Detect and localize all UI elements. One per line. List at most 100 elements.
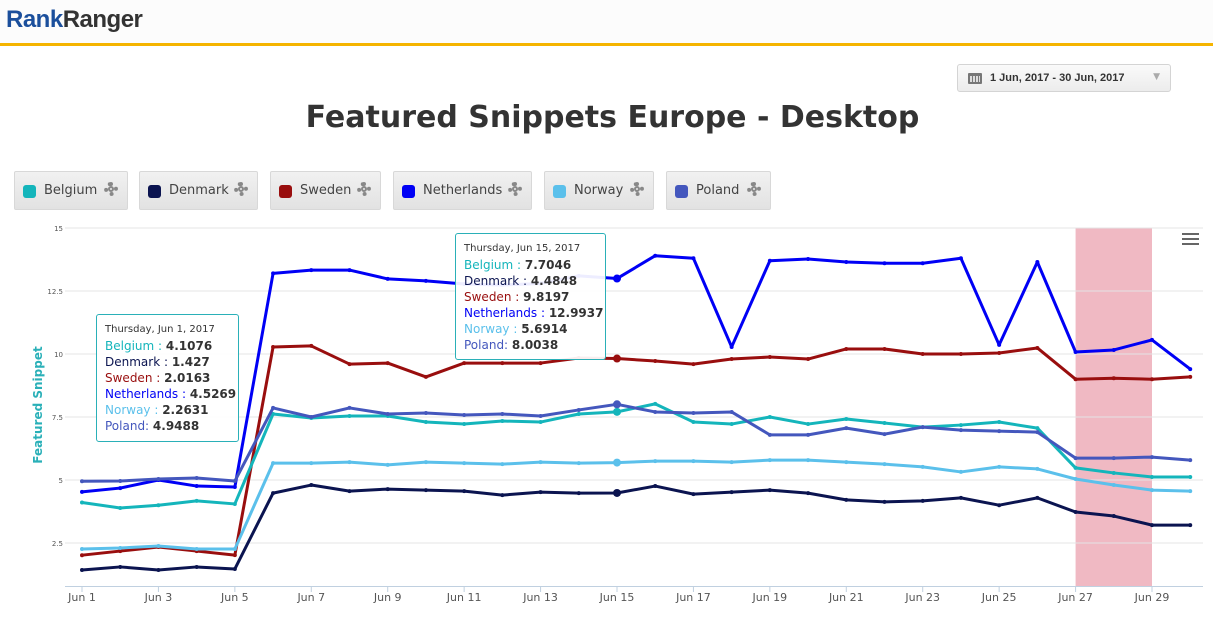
x-tick-label: Jun 21	[828, 591, 864, 604]
data-point-denmark	[806, 491, 811, 496]
tooltip-date: Thursday, Jun 1, 2017	[105, 324, 215, 335]
y-tick-label: 7.5	[52, 414, 63, 422]
data-point-norway	[538, 460, 543, 465]
data-point-denmark	[691, 492, 696, 497]
data-point-netherlands	[1111, 347, 1116, 352]
gear-icon[interactable]	[508, 182, 522, 196]
data-point-norway	[576, 461, 581, 466]
data-point-belgium	[806, 422, 811, 427]
legend-item-denmark[interactable]: Denmark	[139, 171, 258, 210]
data-point-poland	[920, 425, 925, 430]
data-point-denmark	[423, 488, 428, 493]
data-point-belgium	[1035, 426, 1040, 431]
data-point-sweden	[806, 357, 811, 362]
x-tick-label: Jun 19	[752, 591, 788, 604]
tooltip-row: Denmark : 4.4848	[464, 273, 597, 289]
data-point-belgium	[653, 401, 658, 406]
data-point-sweden	[1073, 377, 1078, 382]
x-tick-label: Jun 1	[67, 591, 96, 604]
data-point-sweden	[118, 549, 123, 554]
data-point-poland	[1073, 456, 1078, 461]
data-point-norway	[882, 462, 887, 467]
data-point-belgium	[767, 415, 772, 419]
x-tick-label: Jun 17	[675, 591, 711, 604]
data-point-poland	[882, 432, 887, 437]
data-point-belgium	[576, 411, 581, 416]
data-point-poland	[347, 405, 352, 410]
x-tick-label: Jun 9	[373, 591, 402, 604]
data-point-netherlands	[347, 268, 352, 273]
data-point-norway	[194, 547, 199, 552]
data-point-belgium	[1188, 474, 1193, 479]
legend-swatch	[279, 185, 292, 198]
gear-icon[interactable]	[234, 182, 248, 196]
data-point-netherlands	[882, 261, 887, 266]
gear-icon[interactable]	[104, 182, 118, 196]
data-point-norway	[844, 460, 849, 465]
x-tick-label: Jun 13	[522, 591, 558, 604]
data-point-denmark	[729, 490, 734, 495]
data-point-netherlands	[729, 344, 734, 349]
data-point-norway	[80, 546, 84, 551]
calendar-icon	[968, 73, 982, 84]
gear-icon[interactable]	[357, 182, 371, 196]
data-point-netherlands	[423, 278, 428, 283]
tooltip-value: 4.9488	[152, 419, 200, 433]
tooltip-row: Sweden : 9.8197	[464, 289, 597, 305]
data-point-belgium	[462, 422, 467, 427]
tooltip-date: Thursday, Jun 15, 2017	[464, 243, 581, 254]
x-tick-label: Jun 27	[1057, 591, 1093, 604]
legend-item-belgium[interactable]: Belgium	[14, 171, 128, 210]
series-line-norway	[81, 458, 1191, 551]
data-point-denmark	[576, 491, 581, 496]
data-point-belgium	[882, 421, 887, 426]
legend-item-sweden[interactable]: Sweden	[270, 171, 381, 210]
data-point-norway	[156, 544, 161, 549]
data-point-poland	[729, 409, 734, 414]
chart-menu-icon[interactable]	[1182, 233, 1199, 245]
data-point-denmark	[1073, 510, 1078, 515]
data-point-sweden	[958, 352, 963, 356]
legend-swatch	[23, 185, 36, 198]
date-range-picker[interactable]: 1 Jun, 2017 - 30 Jun, 2017 ▼	[957, 64, 1171, 92]
tooltip-row: Netherlands : 4.5269	[105, 386, 236, 402]
legend-item-norway[interactable]: Norway	[544, 171, 654, 210]
tooltip-value: 4.5269	[189, 387, 237, 401]
tooltip-value: 7.7046	[524, 258, 572, 272]
legend-label: Netherlands	[423, 183, 503, 198]
data-point-poland	[844, 426, 849, 431]
tooltip-value: 4.4848	[530, 274, 578, 288]
y-axis-label: Featured Snippet	[31, 346, 45, 464]
tooltip-value: 2.0163	[164, 371, 211, 385]
data-point-denmark	[1111, 514, 1116, 519]
gear-icon[interactable]	[747, 182, 761, 196]
tooltip-series-label: Norway :	[105, 403, 163, 417]
legend-item-netherlands[interactable]: Netherlands	[393, 171, 532, 210]
data-point-belgium	[80, 500, 84, 505]
data-point-denmark	[118, 564, 123, 569]
data-point-netherlands	[194, 484, 199, 489]
y-tick-label: 2.5	[52, 540, 63, 548]
data-point-netherlands	[767, 258, 772, 263]
data-point-norway	[1073, 476, 1078, 481]
data-point-belgium	[729, 422, 734, 427]
rankranger-logo[interactable]: RankRanger	[6, 6, 143, 33]
tooltip-series-label: Belgium :	[105, 339, 166, 353]
dropdown-arrow-icon: ▼	[1153, 72, 1160, 82]
x-tick-label: Jun 25	[981, 591, 1017, 604]
data-point-denmark	[462, 489, 467, 494]
data-point-norway	[767, 458, 772, 463]
gear-icon[interactable]	[630, 182, 644, 196]
data-point-poland	[271, 405, 276, 410]
data-point-belgium	[1150, 474, 1154, 479]
legend-label: Poland	[696, 183, 740, 198]
data-point-sweden	[653, 359, 658, 364]
data-point-denmark	[920, 498, 925, 503]
legend-item-poland[interactable]: Poland	[666, 171, 771, 210]
data-point-norway	[118, 546, 123, 551]
data-point-denmark	[1188, 523, 1193, 528]
data-point-belgium	[613, 407, 621, 416]
tooltip-row: Sweden : 2.0163	[105, 370, 230, 386]
tooltip-value: 9.8197	[523, 290, 570, 304]
data-point-poland	[767, 432, 772, 437]
